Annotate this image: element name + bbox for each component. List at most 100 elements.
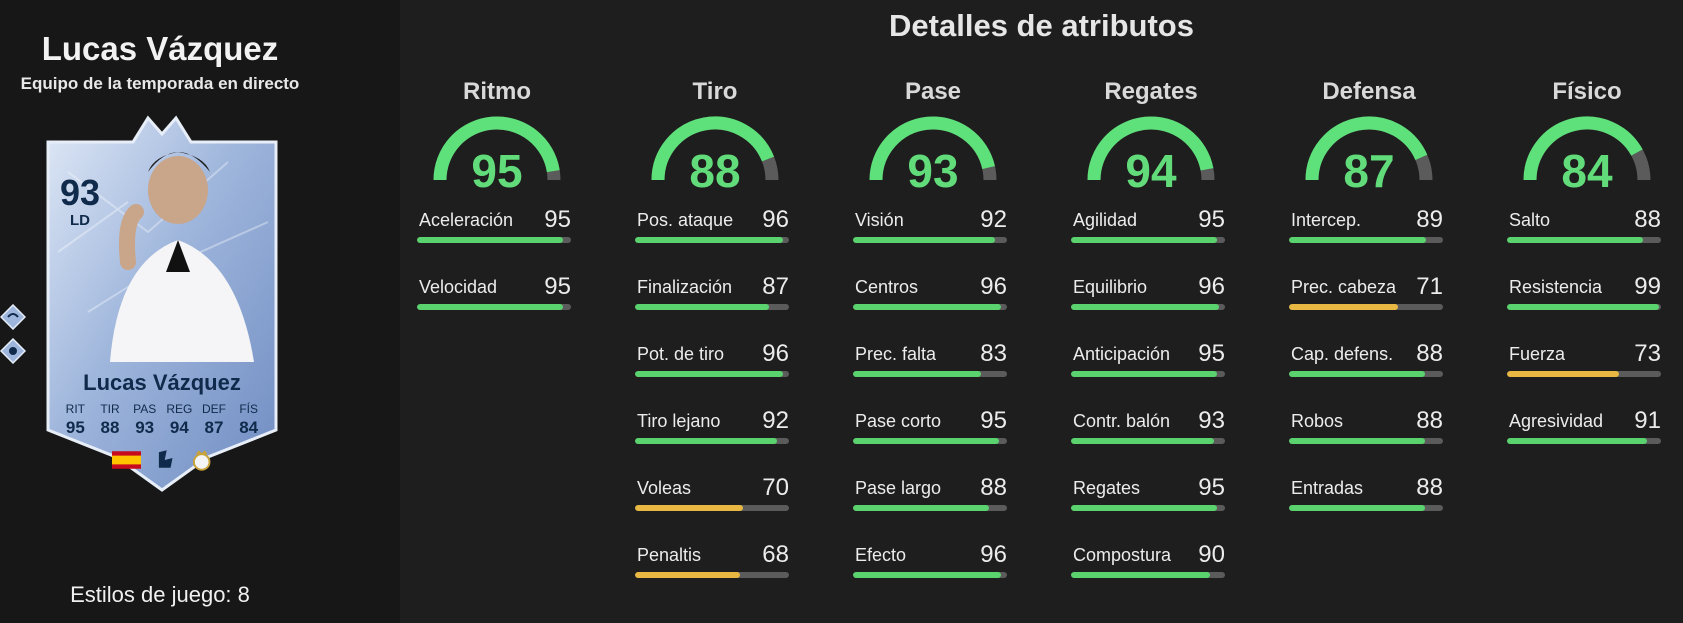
- attribute-label: Centros: [855, 277, 919, 297]
- attribute-row[interactable]: Salto 88: [1507, 206, 1667, 273]
- attribute-bar: [635, 371, 789, 377]
- attribute-column-pase: Pase 93 Visión 92 Centros 96 Prec. falta 83 Pase…: [853, 78, 1013, 608]
- attribute-label: Penaltis: [637, 545, 702, 565]
- category-rating: 94: [1125, 145, 1177, 197]
- attribute-label: Aceleración: [419, 210, 514, 230]
- attribute-bar-fill: [1507, 304, 1660, 310]
- card-stat-reg: REG 94: [162, 402, 197, 438]
- category-gauge: 93: [853, 112, 1013, 196]
- attribute-row[interactable]: Velocidad 95: [417, 273, 577, 340]
- attribute-row[interactable]: Entradas 88: [1289, 474, 1449, 541]
- attribute-value: 88: [1416, 340, 1443, 367]
- attribute-column-ritmo: Ritmo 95 Aceleración 95 Velocidad 95: [417, 78, 577, 340]
- attribute-bar-fill: [853, 371, 981, 377]
- attribute-row[interactable]: Equilibrio 96: [1071, 273, 1231, 340]
- attribute-bar: [1071, 237, 1225, 243]
- category-rating: 87: [1343, 145, 1395, 197]
- attribute-row[interactable]: Prec. falta 83: [853, 340, 1013, 407]
- playstyles-count[interactable]: Estilos de juego: 8: [70, 582, 250, 607]
- attribute-row[interactable]: Voleas 70: [635, 474, 795, 541]
- spain-flag-icon: [112, 451, 142, 469]
- attribute-row[interactable]: Fuerza 73: [1507, 340, 1667, 407]
- card-stat-fis: FÍS 84: [231, 402, 266, 438]
- category-gauge: 87: [1289, 112, 1449, 196]
- attribute-value: 88: [1416, 407, 1443, 434]
- attribute-value: 96: [762, 340, 789, 367]
- card-background: [46, 115, 278, 492]
- attribute-value: 88: [1634, 206, 1661, 233]
- card-stat-value: 93: [135, 418, 155, 437]
- attribute-row[interactable]: Agresividad 91: [1507, 407, 1667, 474]
- attribute-bar: [1289, 237, 1443, 243]
- attribute-label: Resistencia: [1509, 277, 1603, 297]
- attribute-label: Efecto: [855, 545, 907, 565]
- attribute-row[interactable]: Aceleración 95: [417, 206, 577, 273]
- attribute-value: 91: [1634, 407, 1661, 434]
- attribute-bar-fill: [853, 304, 1001, 310]
- attribute-row[interactable]: Intercep. 89: [1289, 206, 1449, 273]
- attribute-row[interactable]: Prec. cabeza 71: [1289, 273, 1449, 340]
- attribute-row[interactable]: Pos. ataque 96: [635, 206, 795, 273]
- attribute-row[interactable]: Cap. defens. 88: [1289, 340, 1449, 407]
- category-title: Defensa: [1322, 78, 1416, 105]
- attribute-label: Fuerza: [1509, 344, 1566, 364]
- card-stat-pas: PAS 93: [127, 402, 162, 438]
- category-title: Ritmo: [463, 78, 531, 105]
- gauge-fill: [1087, 116, 1214, 181]
- attribute-row[interactable]: Robos 88: [1289, 407, 1449, 474]
- attribute-column-físico: Físico 84 Salto 88 Resistencia 99 Fuerza 73 Agre…: [1507, 78, 1667, 474]
- card-stat-value: 94: [169, 418, 189, 437]
- attribute-value: 95: [1198, 206, 1225, 233]
- attribute-row[interactable]: Efecto 96: [853, 541, 1013, 608]
- attribute-label: Prec. falta: [855, 344, 937, 364]
- attribute-bar: [635, 237, 789, 243]
- attribute-value: 71: [1416, 273, 1443, 300]
- card-stat-value: 95: [65, 418, 85, 437]
- attribute-bar-fill: [853, 438, 1000, 444]
- attribute-row[interactable]: Tiro lejano 92: [635, 407, 795, 474]
- attribute-row[interactable]: Visión 92: [853, 206, 1013, 273]
- attribute-bar: [1289, 505, 1443, 511]
- attribute-bar: [1507, 237, 1661, 243]
- attribute-row[interactable]: Pot. de tiro 96: [635, 340, 795, 407]
- attribute-row[interactable]: Agilidad 95: [1071, 206, 1231, 273]
- attribute-label: Pase largo: [855, 478, 942, 498]
- attribute-value: 95: [544, 206, 571, 233]
- attribute-row[interactable]: Pase largo 88: [853, 474, 1013, 541]
- attribute-value: 88: [1416, 474, 1443, 501]
- card-stat-value: 87: [204, 418, 224, 437]
- attribute-bar-fill: [1071, 371, 1218, 377]
- category-rating: 84: [1561, 145, 1613, 197]
- attribute-row[interactable]: Compostura 90: [1071, 541, 1231, 608]
- attribute-row[interactable]: Anticipación 95: [1071, 340, 1231, 407]
- player-card[interactable]: 93 LD Lucas Vázquez RIT 95 TIR 88 PAS 93 RE…: [28, 112, 296, 492]
- attribute-label: Robos: [1291, 411, 1344, 431]
- attribute-row[interactable]: Regates 95: [1071, 474, 1231, 541]
- attribute-row[interactable]: Resistencia 99: [1507, 273, 1667, 340]
- card-stat-tir: TIR 88: [93, 402, 128, 438]
- attribute-label: Finalización: [637, 277, 733, 297]
- card-player-name: Lucas Vázquez: [83, 370, 241, 395]
- attribute-bar-fill: [1289, 304, 1399, 310]
- attribute-row[interactable]: Penaltis 68: [635, 541, 795, 608]
- attribute-row[interactable]: Contr. balón 93: [1071, 407, 1231, 474]
- attribute-value: 89: [1416, 206, 1443, 233]
- attribute-label: Anticipación: [1073, 344, 1171, 364]
- attribute-bar: [1071, 371, 1225, 377]
- gauge-fill: [869, 116, 995, 181]
- attribute-bar: [1289, 371, 1443, 377]
- attribute-bar-fill: [1289, 237, 1427, 243]
- attribute-row[interactable]: Finalización 87: [635, 273, 795, 340]
- attribute-bar: [853, 237, 1007, 243]
- attribute-label: Tiro lejano: [637, 411, 721, 431]
- attribute-bar-fill: [1071, 304, 1219, 310]
- category-title: Regates: [1104, 78, 1198, 105]
- attribute-row[interactable]: Pase corto 95: [853, 407, 1013, 474]
- category-gauge: 88: [635, 112, 795, 196]
- attribute-bar-fill: [1507, 237, 1643, 243]
- attribute-value: 73: [1634, 340, 1661, 367]
- attribute-bar: [853, 572, 1007, 578]
- attribute-row[interactable]: Centros 96: [853, 273, 1013, 340]
- attribute-value: 83: [980, 340, 1007, 367]
- attribute-bar-fill: [417, 237, 564, 243]
